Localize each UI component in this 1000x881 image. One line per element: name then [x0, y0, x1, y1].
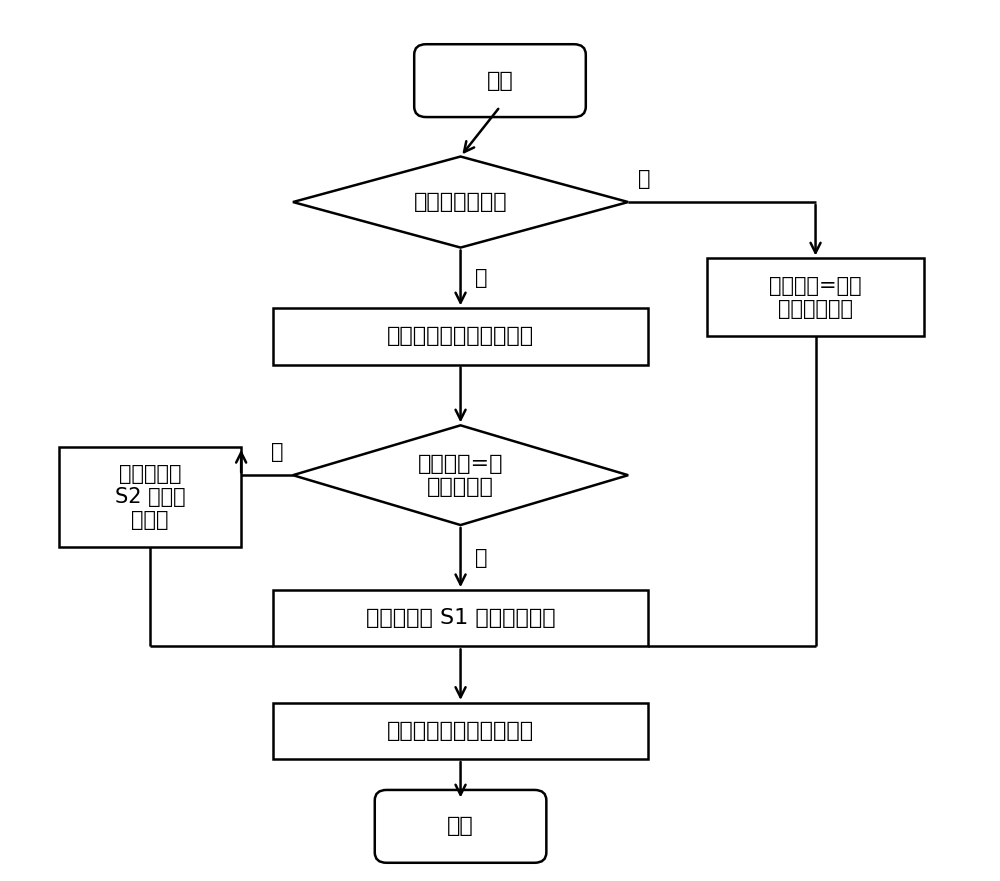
Text: 是: 是 — [475, 548, 488, 567]
Text: 检测到车道偏离: 检测到车道偏离 — [414, 192, 507, 212]
FancyBboxPatch shape — [414, 44, 586, 117]
Text: 转向方向=目
标转向方向: 转向方向=目 标转向方向 — [418, 454, 503, 497]
Bar — [273, 703, 648, 759]
Polygon shape — [293, 426, 628, 525]
Polygon shape — [293, 157, 628, 248]
Text: 确定目标转向方向与角度: 确定目标转向方向与角度 — [387, 327, 534, 346]
Text: 否: 否 — [638, 169, 651, 189]
Text: 否: 否 — [271, 442, 283, 463]
Text: 助力增益按 S1 所述规律确定: 助力增益按 S1 所述规律确定 — [366, 608, 555, 628]
Bar — [273, 308, 648, 365]
Text: 控制助力部产生助力力矩: 控制助力部产生助力力矩 — [387, 721, 534, 741]
Bar — [273, 590, 648, 647]
Text: 结束: 结束 — [447, 817, 474, 836]
Bar — [59, 447, 241, 547]
Text: 是: 是 — [475, 268, 488, 288]
Text: 开始: 开始 — [487, 70, 513, 91]
FancyBboxPatch shape — [375, 790, 546, 862]
Bar — [707, 258, 924, 337]
Text: 助力增益按
S2 所述规
律确定: 助力增益按 S2 所述规 律确定 — [115, 463, 185, 530]
Text: 助力增益=正常
工况助力增益: 助力增益=正常 工况助力增益 — [769, 276, 862, 319]
